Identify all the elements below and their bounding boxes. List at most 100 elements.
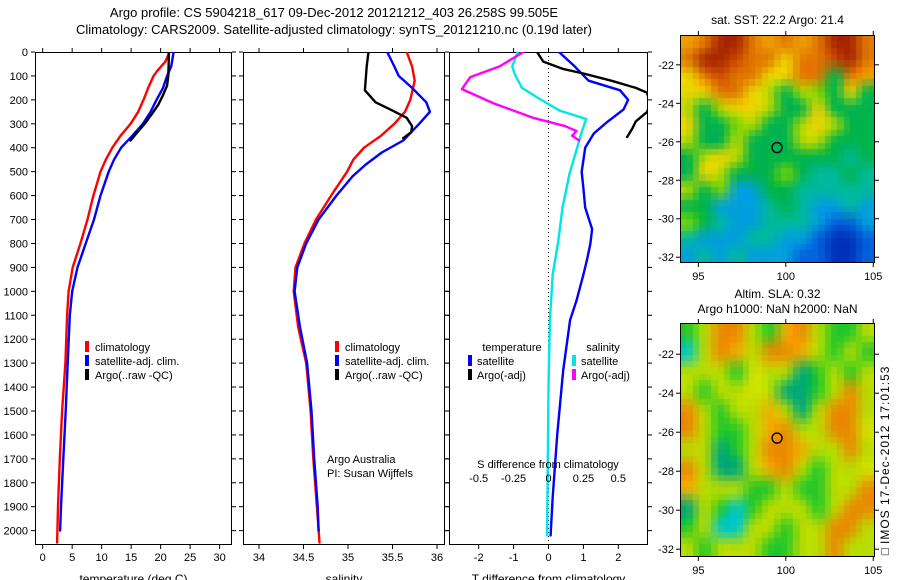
- lon-tick-label: 100: [777, 565, 795, 577]
- sst-map-title: sat. SST: 22.2 Argo: 21.4: [711, 13, 844, 27]
- difference-profile-svg: -2 -1 0 1 2 T difference from climatology temp…: [445, 48, 652, 580]
- depth-tick-label: 1200: [4, 334, 28, 346]
- x-tick-label: -2: [474, 552, 484, 564]
- x-ticks: -2 -1 0 1 2: [474, 48, 621, 564]
- axis-box: [35, 52, 232, 545]
- x-tick-label: 0: [40, 552, 46, 564]
- axis-box: [243, 52, 445, 545]
- depth-tick-label: 800: [10, 238, 28, 250]
- series-t-diff-argo-adj: [535, 52, 648, 139]
- depth-tick-label: 2000: [4, 526, 28, 538]
- depth-tick-label: 1800: [4, 478, 28, 490]
- depth-tick-label: 1300: [4, 358, 28, 370]
- legend-label: Argo(..raw -QC): [345, 370, 423, 382]
- temperature-profile-svg: 0 5 10 15 20 25 300100200300400500600700800900…: [4, 47, 236, 580]
- depth-tick-label: 700: [10, 215, 28, 227]
- series-climatology: [55, 52, 171, 544]
- depth-tick-label: 0: [22, 47, 28, 59]
- legend-label: satellite: [477, 356, 514, 368]
- legend-label: Argo(-adj): [477, 370, 526, 382]
- annotation-text: PI: Susan Wijffels: [327, 468, 413, 480]
- sla-map-title-line1: Altim. SLA: 0.32: [734, 287, 821, 301]
- series-s-diff-satellite: [510, 52, 588, 537]
- legend-label: satellite-adj. clim.: [95, 356, 179, 368]
- x-tick-label: 2: [615, 552, 621, 564]
- depth-tick-label: 400: [10, 143, 28, 155]
- s-axis-tick-label: 0.25: [573, 473, 594, 485]
- legend-header-temperature: temperature: [482, 342, 541, 354]
- salinity-profile-svg: 34 34.5 35 35.5 36 salinity climatology satelli…: [239, 48, 449, 580]
- x-tick-label: 30: [213, 552, 225, 564]
- x-tick-label: -1: [509, 552, 519, 564]
- depth-tick-label: 900: [10, 262, 28, 274]
- legend-label: satellite-adj. clim.: [345, 356, 429, 368]
- series-satellite-adj-clim: [293, 52, 432, 532]
- x-ticks: 0 5 10 15 20 25 30: [40, 48, 226, 564]
- lon-tick-label: 95: [692, 565, 704, 577]
- legend: climatology satellite-adj. clim. Argo(..ra…: [335, 341, 429, 382]
- depth-tick-label: 1400: [4, 382, 28, 394]
- sst-map-heatmap: [680, 35, 875, 263]
- s-difference-axis: S difference from climatology -0.5 -0.25 0 0…: [469, 459, 626, 485]
- legend-label: climatology: [345, 342, 401, 354]
- figure-title-line2: Climatology: CARS2009. Satellite-adjuste…: [76, 22, 592, 37]
- legend-label: climatology: [95, 342, 151, 354]
- y-ticks: [445, 51, 652, 532]
- depth-tick-label: 100: [10, 71, 28, 83]
- series-group: [460, 52, 648, 537]
- series-group: [55, 52, 175, 544]
- lon-tick-label: 95: [692, 271, 704, 283]
- annotation-text: Argo Australia: [327, 454, 396, 466]
- x-tick-label: 35.5: [382, 552, 403, 564]
- x-tick-label: 25: [184, 552, 196, 564]
- depth-tick-label: 600: [10, 191, 28, 203]
- legend-header-salinity: salinity: [586, 342, 620, 354]
- series-t-diff-satellite: [549, 52, 630, 537]
- x-tick-label: 34.5: [293, 552, 314, 564]
- x-tick-label: 5: [69, 552, 75, 564]
- lon-tick-label: 100: [777, 271, 795, 283]
- depth-tick-label: 1100: [4, 310, 28, 322]
- s-axis-tick-label: -0.25: [501, 473, 526, 485]
- series-argo-raw: [363, 52, 414, 140]
- x-tick-label: 36: [431, 552, 443, 564]
- depth-tick-label: 500: [10, 167, 28, 179]
- depth-tick-label: 200: [10, 95, 28, 107]
- lon-tick-label: 105: [864, 271, 882, 283]
- x-tick-label: 35: [342, 552, 354, 564]
- s-axis-tick-label: 0: [545, 473, 551, 485]
- legend-label: Argo(-adj): [581, 370, 630, 382]
- depth-tick-label: 1000: [4, 286, 28, 298]
- legend: temperature salinity satellite Argo(-adj) sa…: [468, 342, 630, 382]
- legend-label: satellite: [581, 356, 618, 368]
- y-ticks: 0 100 200 300 400 500 600 700 800 900 1000 1100 1200…: [4, 47, 236, 538]
- legend-label: Argo(..raw -QC): [95, 370, 173, 382]
- imos-watermark: □IMOS 17-Dec-2012 17:01:53: [878, 365, 892, 559]
- x-axis-label: salinity: [326, 572, 363, 580]
- x-tick-label: 34: [253, 552, 265, 564]
- lon-tick-label: 105: [864, 565, 882, 577]
- series-satellite-adj-clim: [58, 52, 175, 532]
- x-axis-label: temperature (deg C): [79, 572, 187, 580]
- x-tick-label: 15: [125, 552, 137, 564]
- depth-tick-label: 1600: [4, 430, 28, 442]
- x-tick-label: 10: [96, 552, 108, 564]
- series-group: [292, 52, 432, 544]
- x-tick-label: 20: [155, 552, 167, 564]
- depth-tick-label: 1700: [4, 454, 28, 466]
- series-s-diff-argo-adj: [460, 52, 581, 142]
- s-axis-label: S difference from climatology: [477, 459, 619, 471]
- x-tick-label: 1: [580, 552, 586, 564]
- sla-map-title-line2: Argo h1000: NaN h2000: NaN: [697, 302, 858, 316]
- x-tick-label: 0: [545, 552, 551, 564]
- sla-map-heatmap: [680, 323, 875, 557]
- depth-tick-label: 1500: [4, 406, 28, 418]
- depth-tick-label: 300: [10, 119, 28, 131]
- s-axis-tick-label: 0.5: [611, 473, 626, 485]
- s-axis-tick-label: -0.5: [469, 473, 488, 485]
- series-argo-raw: [129, 52, 171, 142]
- legend: climatology satellite-adj. clim. Argo(..ra…: [85, 341, 179, 382]
- x-ticks: 34 34.5 35 35.5 36: [253, 48, 443, 564]
- x-axis-label: T difference from climatology: [472, 572, 626, 580]
